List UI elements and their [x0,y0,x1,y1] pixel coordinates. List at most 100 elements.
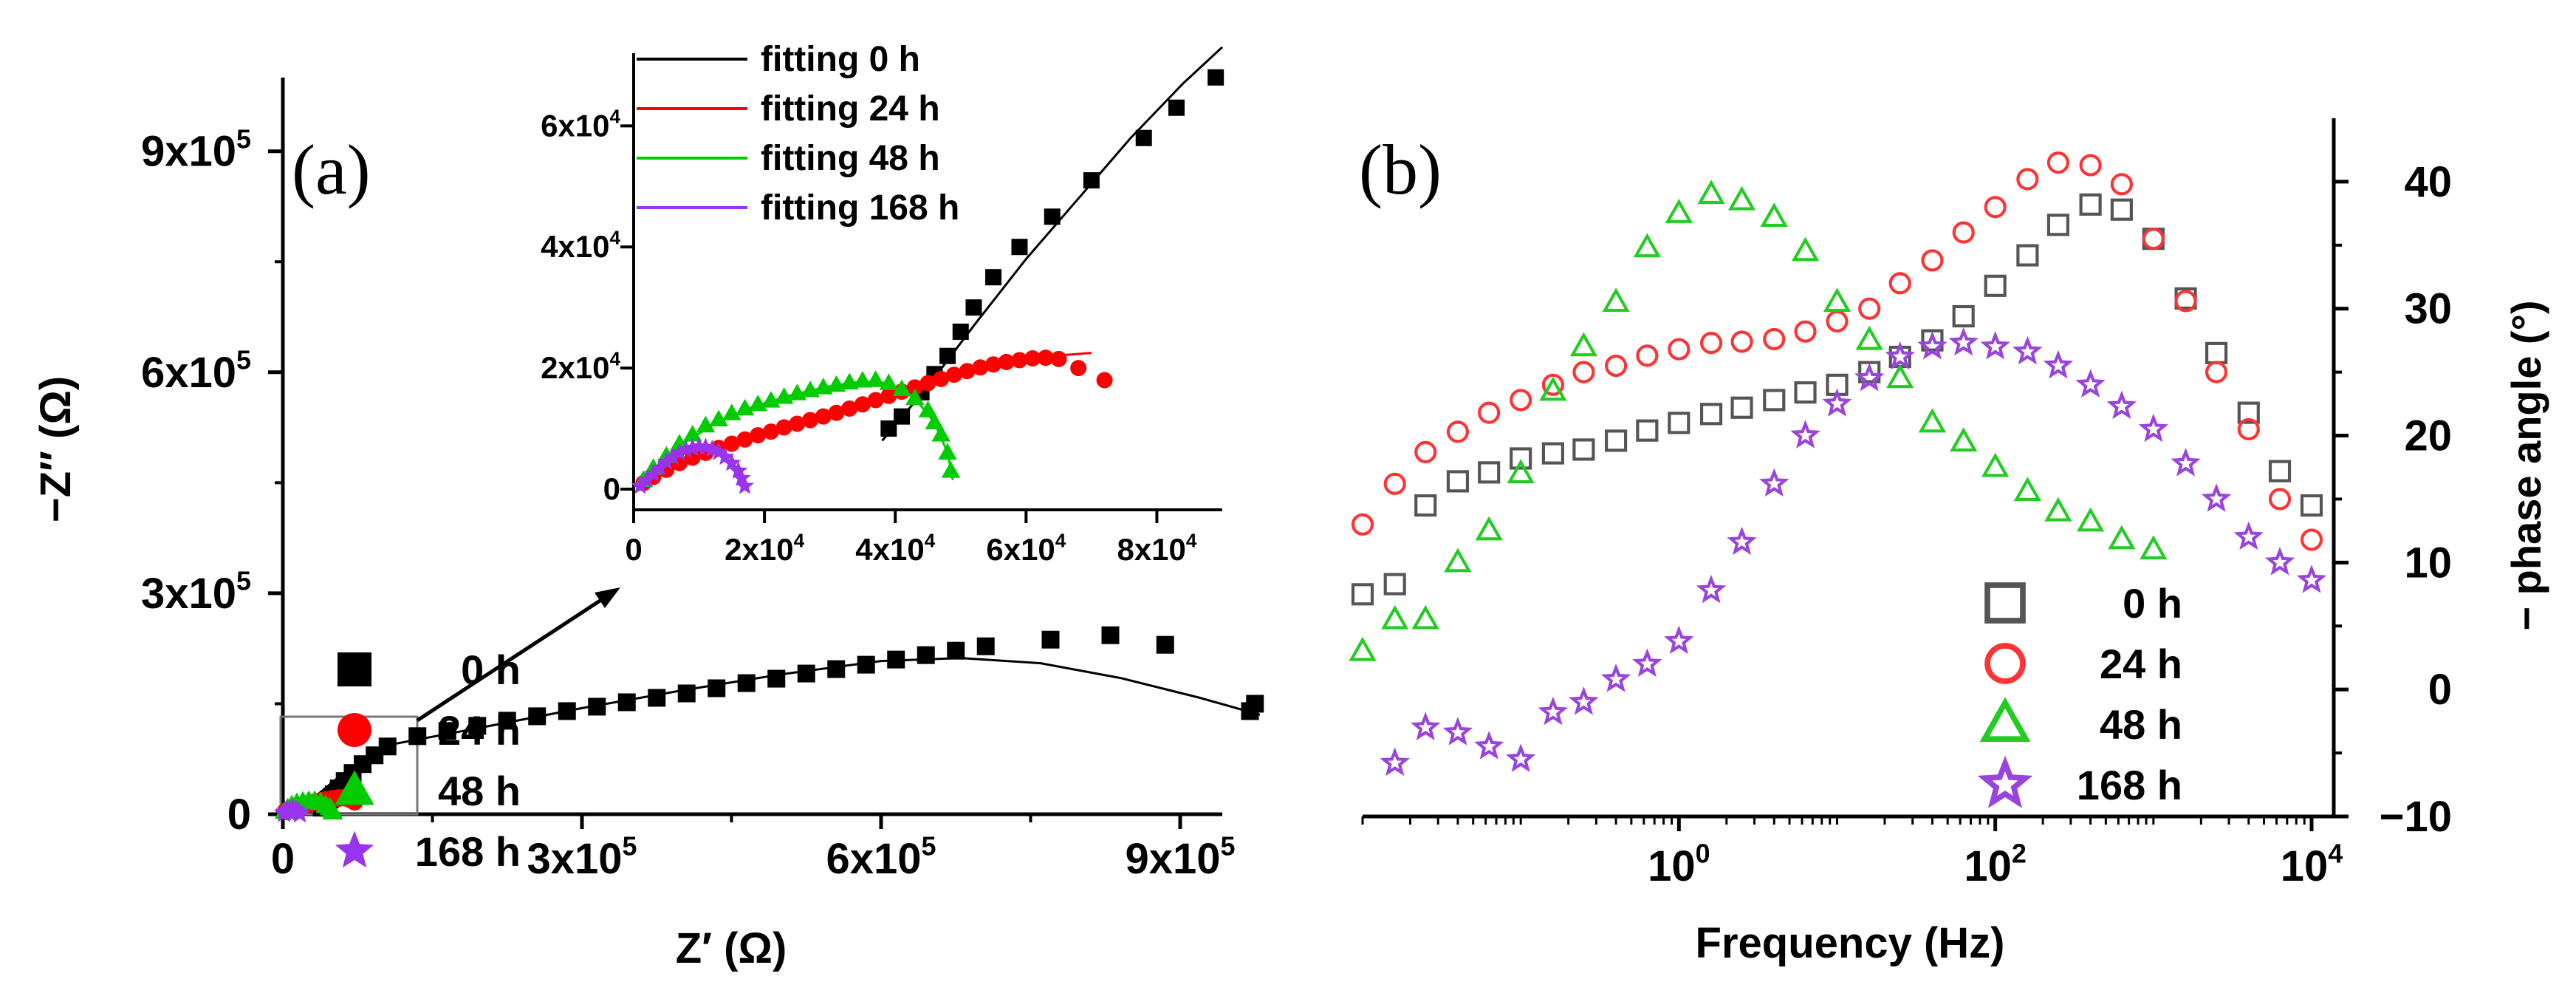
panel-b-point-48h [1411,604,1439,630]
inset-point-0h [939,347,956,364]
panel-a-point-0h [677,684,696,703]
panel-b-x-tick-label-base: 10 [1964,842,2012,890]
panel-b-point-168h [1569,686,1599,715]
inset-point-24h [880,387,897,404]
panel-a-legend-label: 0 h [461,647,521,693]
panel-b-point-24h [1826,310,1849,332]
panel-b-legend: 0 h 24 h 48 h 168 h [1977,580,2182,808]
panel-a-label: (a) [292,130,371,209]
panel-b-point-48h [2013,477,2042,502]
panel-b-point-0h [1763,389,1786,412]
panel-b-point-48h [1855,325,1883,350]
panel-b-point-24h [1730,330,1753,353]
inset-point-24h [972,359,989,376]
panel-b-point-168h [1948,327,1979,356]
panel-a-point-0h [947,641,965,660]
inset-point-168h [637,470,657,488]
panel-b-point-48h [1823,287,1852,313]
panel-a-point-0h [408,727,427,746]
panel-b-point-48h [1349,636,1377,661]
panel-b-point-24h [1605,354,1628,378]
panel-b-point-0h [1794,381,1817,404]
panel-b-point-168h [2264,547,2295,576]
panel-a-point-0h [767,669,786,688]
zoom-arrow [416,595,607,723]
inset-point-24h [1070,360,1087,377]
inset-legend-label: fitting 0 h [761,40,920,79]
panel-b-point-0h [2237,401,2260,424]
panel-b-point-168h [1854,362,1885,392]
panel-b-point-168h [2233,521,2264,550]
panel-a-y-tick-label: 3x105 [141,566,251,618]
panel-b-point-168h [2012,335,2043,365]
inset-x-tick-label-exponent: 4 [1186,529,1197,551]
inset-point-24h [998,353,1015,370]
inset-y-tick-label: 6x104 [541,106,620,143]
inset-legend-label: fitting 24 h [761,89,940,129]
panel-b-point-24h [1351,513,1374,536]
inset-point-48h [925,412,945,430]
panel-b-legend-label: 0 h [2123,580,2182,627]
inset-point-48h [879,373,899,390]
inset-x-tick-label-exponent: 4 [925,529,936,551]
inset-point-48h [840,372,859,390]
inset-y-tick-label-base: 0 [603,471,620,506]
panel-b-point-0h [2016,244,2039,267]
inset-point-24h [789,415,806,432]
panel-a-x-tick-label: 3x105 [527,831,637,883]
inset-point-168h [716,447,735,465]
inset-point-168h [650,458,669,476]
panel-b-x-tick-label-exponent: 2 [2012,839,2027,869]
panel-b-y-axis-title: − phase angle (°) [2503,300,2549,630]
panel-b-point-0h [2046,214,2069,236]
panel-b-point-0h [1605,429,1628,452]
inset-point-24h [815,408,832,425]
panel-b-axes [1363,118,2336,819]
panel-b-y-tick-label: −10 [2380,793,2452,841]
panel-b-point-168h [2171,447,2201,477]
panel-b-point-168h [1410,712,1441,740]
inset-point-0h [1135,129,1152,146]
inset-point-0h [952,323,969,340]
panel-b-point-24h [2110,173,2133,196]
inset-point-48h [941,461,961,478]
panel-b-point-24h [2142,228,2165,250]
panel-b-point-48h [1665,199,1693,223]
inset-point-168h [732,468,751,486]
panel-b-x-tick-label: 102 [1964,839,2027,890]
panel-b-point-168h [1505,743,1536,772]
inset-point-168h [683,438,702,456]
inset-point-0h [985,269,1002,286]
panel-a-point-0h [737,674,756,692]
inset-point-48h [918,400,938,417]
panel-a-point-0h [498,712,516,730]
panel-b-point-24h [2174,290,2197,313]
inset-x-tick-label-exponent: 4 [794,529,805,551]
panel-b-legend-label: 168 h [2077,762,2182,808]
panel-b-point-24h [1699,332,1723,355]
inset-point-0h [1208,69,1224,86]
panel-b-point-168h [2201,483,2232,512]
panel-b-x-axis-title: Frequency (Hz) [1696,919,2005,967]
panel-b-point-0h [1541,442,1564,465]
inset-x-tick-label: 4x104 [855,529,935,567]
inset-point-24h [1096,372,1113,389]
panel-b-point-0h [1636,419,1659,442]
inset-x-tick-label-base: 4x10 [855,532,924,567]
inset-point-0h [1083,172,1100,189]
panel-b-legend-label: 24 h [2100,641,2182,687]
panel-b-point-0h [1952,304,1975,328]
panel-b-point-48h [1539,376,1567,401]
inset-legend-label: fitting 48 h [761,139,940,178]
panel-a-point-0h [468,717,487,735]
panel-b-point-48h [1475,516,1503,541]
panel-a-x-tick-label-exponent: 5 [1221,831,1236,862]
inset-point-168h [702,439,722,457]
inset-point-48h [892,379,911,397]
panel-a-x-tick-label-base: 3x10 [527,835,622,883]
inset-point-48h [866,370,886,387]
panel-b-point-168h [1790,420,1820,448]
panel-b-label: (b) [1359,130,1442,209]
panel-a-legend-label: 168 h [415,828,521,875]
